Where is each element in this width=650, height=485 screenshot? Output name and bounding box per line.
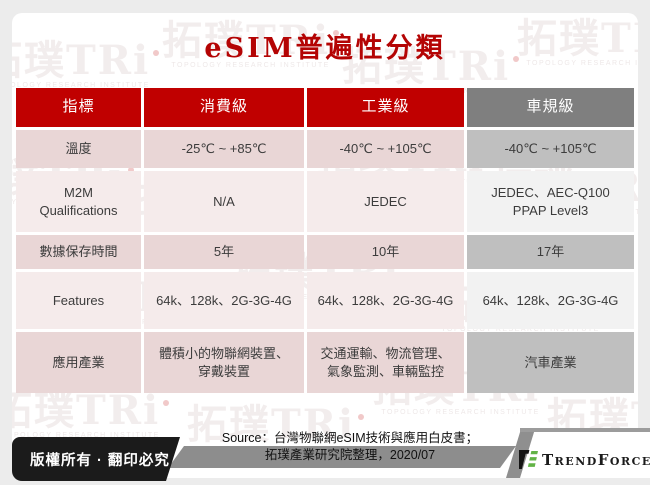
row-temperature-industrial: -40℃ ~ +105℃	[307, 130, 464, 168]
source-bar	[168, 446, 516, 468]
trendforce-logo-text: TrendForce	[542, 450, 650, 469]
header-cell-industrial: 工業級	[307, 88, 464, 127]
row-applications-industrial: 交通運輸、物流管理、氣象監測、車輛監控	[307, 332, 464, 393]
trendforce-logo: TrendForce	[519, 450, 650, 469]
header-cell-automotive: 車規級	[467, 88, 634, 127]
row-m2m-industrial: JEDEC	[307, 171, 464, 232]
row-temperature-consumer: -25℃ ~ +85℃	[144, 130, 304, 168]
page-title: eSIM普遍性分類	[204, 33, 446, 64]
row-features-automotive: 64k、128k、2G-3G-4G	[467, 272, 634, 329]
copyright-box: 版權所有 · 翻印必究	[12, 437, 180, 481]
row-temperature-label: 溫度	[16, 130, 141, 168]
row-retention-automotive: 17年	[467, 235, 634, 269]
row-applications-automotive: 汽車產業	[467, 332, 634, 393]
esim-classification-table: 指標 消費級 工業級 車規級 溫度 -25℃ ~ +85℃ -40℃ ~ +10…	[16, 88, 634, 393]
row-m2m-automotive: JEDEC、AEC-Q100 PPAP Level3	[467, 171, 634, 232]
copyright-text: 版權所有 · 翻印必究	[30, 452, 170, 469]
row-features-industrial: 64k、128k、2G-3G-4G	[307, 272, 464, 329]
row-features-label: Features	[16, 272, 141, 329]
header-cell-consumer: 消費級	[144, 88, 304, 127]
row-temperature-automotive: -40℃ ~ +105℃	[467, 130, 634, 168]
row-applications-consumer: 體積小的物聯網裝置、穿戴裝置	[144, 332, 304, 393]
row-retention-industrial: 10年	[307, 235, 464, 269]
row-m2m-label: M2M Qualifications	[16, 171, 141, 232]
row-retention-consumer: 5年	[144, 235, 304, 269]
row-applications-label: 應用產業	[16, 332, 141, 393]
source-line-1: Source：台灣物聯網eSIM技術與應用白皮書；	[221, 431, 479, 445]
row-retention-label: 數據保存時間	[16, 235, 141, 269]
header-cell-indicator: 指標	[16, 88, 141, 127]
logo-topline	[520, 428, 650, 432]
row-m2m-consumer: N/A	[144, 171, 304, 232]
row-features-consumer: 64k、128k、2G-3G-4G	[144, 272, 304, 329]
source-line-2: 拓璞產業研究院整理，2020/07	[264, 447, 436, 462]
trendforce-logo-icon	[519, 450, 538, 469]
source-note: Source：台灣物聯網eSIM技術與應用白皮書； 拓璞產業研究院整理，2020…	[185, 430, 515, 463]
